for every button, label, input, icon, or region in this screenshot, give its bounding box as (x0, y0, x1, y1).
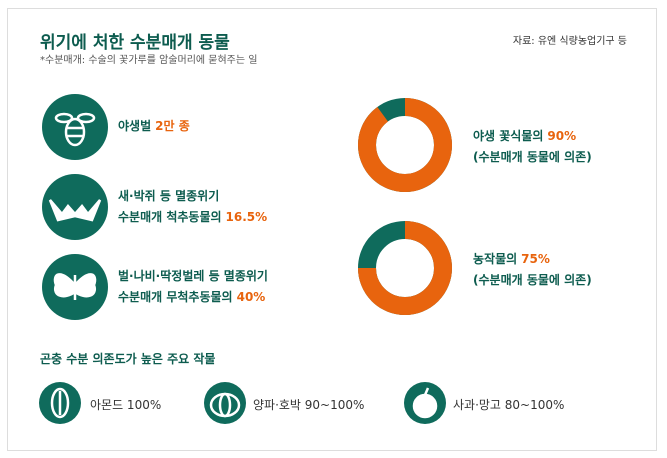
note: *수분매개: 수술의 꽃가루를 암술머리에 묻혀주는 일 (40, 55, 258, 66)
donut-label: 야생 꽃식물의 90% (473, 129, 577, 143)
bat-icon (42, 174, 108, 240)
stat-highlight: 40% (236, 290, 266, 304)
donut-note: (수분매개 동물에 의존) (473, 273, 592, 287)
crop-item: 사과·망고 80~100% (453, 398, 565, 412)
donut-value: 90% (547, 129, 577, 143)
donut-icons (387, 127, 425, 284)
source: 자료: 유엔 식량농업기구 등 (512, 36, 627, 47)
crops-title: 곤충 수분 의존도가 높은 주요 작물 (40, 352, 216, 366)
crop-item: 양파·호박 90~100% (253, 398, 365, 412)
stat-highlight: 2만 종 (155, 119, 190, 133)
donut-arc (358, 98, 452, 192)
donut-arc (358, 221, 452, 315)
icon-art (48, 112, 438, 419)
stat-line: 야생벌 2만 종 (118, 119, 190, 133)
stat-highlight: 16.5% (225, 210, 268, 224)
stat-line: 새·박쥐 등 멸종위기 (118, 189, 220, 203)
stat-line: 벌·나비·딱정벌레 등 멸종위기 (118, 269, 268, 283)
title: 위기에 처한 수분매개 동물 (40, 33, 230, 53)
card (7, 8, 657, 451)
donut-value: 75% (521, 252, 550, 266)
crop-item: 아몬드 100% (90, 398, 162, 412)
stat-line: 수분매개 척추동물의 16.5% (118, 210, 268, 224)
stat-line: 수분매개 무척추동물의 40% (118, 290, 266, 304)
donut-label: 농작물의 75% (473, 252, 550, 266)
donut-note: (수분매개 동물에 의존) (473, 150, 592, 164)
